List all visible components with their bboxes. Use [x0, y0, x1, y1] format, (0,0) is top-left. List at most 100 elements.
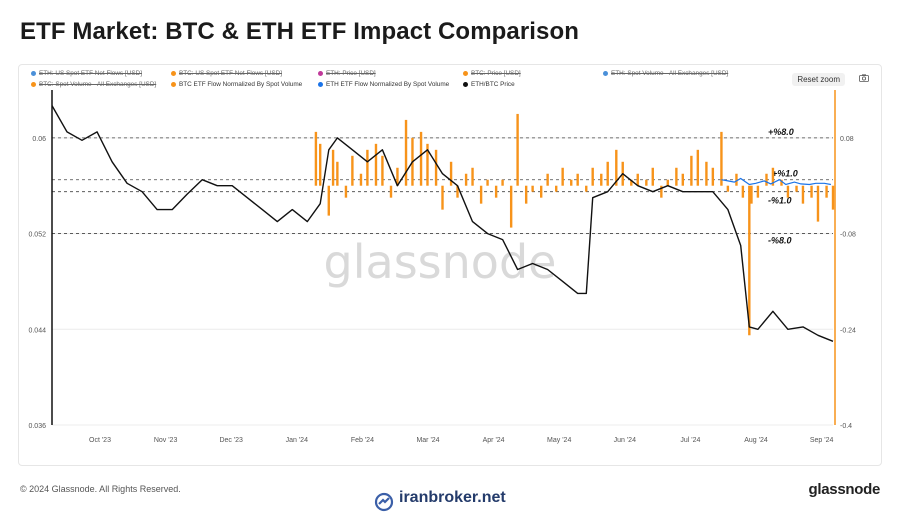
reset-zoom-button[interactable]: Reset zoom	[792, 73, 845, 86]
legend-item-btc-net-flows[interactable]: BTC: US Spot ETF Net Flows [USD]	[171, 70, 282, 77]
btc-flow-bar	[531, 185, 534, 192]
btc-flow-bar	[741, 185, 745, 198]
x-tick-label: Sep '24	[810, 437, 834, 444]
btc-flow-bar	[344, 185, 348, 198]
btc-flow-bar	[831, 185, 835, 210]
legend-item-eth-btc-price[interactable]: ETH/BTC Price	[463, 81, 515, 88]
legend-item-eth-spot-volume[interactable]: ETH: Spot Volume - All Exchanges [USD]	[603, 70, 728, 77]
btc-flow-bar	[810, 185, 813, 198]
btc-flow-bar	[748, 185, 751, 336]
legend-label: ETH: US Spot ETF Net Flows [USD]	[39, 70, 142, 77]
legend-item-btc-price[interactable]: BTC: Price [USD]	[463, 70, 521, 77]
footer-watermark-site: iranbroker.net	[399, 489, 506, 506]
threshold-label: -%1.0	[768, 196, 792, 206]
x-tick-label: Dec '23	[219, 437, 243, 444]
btc-flow-bar	[705, 161, 708, 186]
btc-flow-bar	[404, 119, 408, 186]
btc-flow-bar	[606, 161, 609, 186]
btc-flow-bar	[825, 185, 828, 198]
x-tick-label: Jan '24	[286, 437, 308, 444]
legend-color-dot	[603, 70, 608, 76]
legend-color-dot	[31, 81, 36, 87]
x-tick-label: Feb '24	[351, 437, 374, 444]
y-left-tick-label: 0.06	[32, 136, 46, 143]
btc-flow-bar	[696, 149, 700, 186]
iranbroker-logo-icon	[374, 492, 394, 512]
btc-flow-bar	[546, 173, 549, 186]
btc-flow-bar	[389, 185, 393, 198]
legend-color-dot	[318, 81, 323, 87]
legend-row-2: BTC: Spot Volume - All Exchanges [USD] B…	[31, 81, 791, 92]
y-right-tick-label: -0.4	[840, 423, 852, 430]
btc-flow-bar	[756, 185, 760, 198]
threshold-label: +%8.0	[768, 127, 794, 137]
x-tick-label: Oct '23	[89, 437, 111, 444]
legend-item-eth-price[interactable]: ETH: Price [USD]	[318, 70, 376, 77]
btc-flow-bar	[464, 173, 468, 186]
x-tick-label: Apr '24	[483, 437, 505, 444]
legend-label: ETH: Spot Volume - All Exchanges [USD]	[611, 70, 729, 77]
btc-flow-bar	[651, 167, 654, 186]
btc-flow-bar	[750, 185, 753, 204]
footer-brand: glassnode	[808, 481, 881, 498]
chart-panel: ETH: US Spot ETF Net Flows [USD] BTC: US…	[18, 64, 882, 466]
legend-label: BTC: US Spot ETF Net Flows [USD]	[179, 70, 282, 77]
x-tick-label: Jun '24	[614, 437, 636, 444]
legend-color-dot	[171, 70, 176, 76]
btc-flow-bar	[449, 161, 453, 186]
btc-flow-bar	[441, 185, 444, 210]
btc-flow-bar	[327, 185, 330, 216]
btc-flow-bar	[681, 173, 685, 186]
btc-flow-bar	[615, 149, 618, 186]
btc-flow-bar	[494, 185, 498, 198]
btc-flow-bar	[561, 167, 564, 186]
btc-flow-bar	[501, 179, 504, 186]
btc-flow-bar	[314, 131, 318, 186]
legend-color-dot	[31, 70, 36, 76]
btc-flow-bar	[630, 179, 633, 186]
legend-label: BTC: Spot Volume - All Exchanges [USD]	[39, 81, 157, 88]
btc-flow-bar	[509, 185, 513, 228]
eth-flow-line	[721, 177, 832, 186]
y-right-tick-label: -0.08	[840, 232, 856, 239]
btc-flow-bar	[591, 167, 594, 186]
btc-flow-bar	[419, 131, 423, 186]
legend-color-dot	[463, 81, 468, 87]
legend-label: ETH/BTC Price	[471, 81, 515, 88]
glassnode-watermark: glassnode	[324, 235, 557, 289]
btc-flow-bar	[456, 185, 459, 198]
btc-flow-bar	[816, 185, 820, 222]
x-tick-label: Nov '23	[154, 437, 178, 444]
legend-color-dot	[318, 70, 323, 76]
y-right-tick-label: 0.08	[840, 136, 854, 143]
btc-flow-bar	[516, 113, 519, 186]
btc-flow-bar	[726, 185, 730, 192]
btc-flow-bar	[555, 185, 558, 192]
btc-flow-bar	[381, 155, 384, 186]
legend-label: BTC ETF Flow Normalized By Spot Volume	[179, 81, 303, 88]
btc-flow-bar	[735, 173, 738, 186]
camera-icon[interactable]	[859, 74, 869, 82]
btc-flow-bar	[434, 149, 438, 186]
y-left-tick-label: 0.052	[28, 232, 46, 239]
legend-item-eth-etf-normalized[interactable]: ETH ETF Flow Normalized By Spot Volume	[318, 81, 449, 88]
btc-flow-bar	[539, 185, 543, 198]
legend-label: BTC: Price [USD]	[471, 70, 521, 77]
legend-item-eth-net-flows[interactable]: ETH: US Spot ETF Net Flows [USD]	[31, 70, 142, 77]
btc-flow-bar	[801, 185, 805, 204]
btc-flow-bar	[771, 167, 775, 186]
y-right-tick-label: -0.24	[840, 327, 856, 334]
legend-item-btc-etf-normalized[interactable]: BTC ETF Flow Normalized By Spot Volume	[171, 81, 302, 88]
chart-legend: ETH: US Spot ETF Net Flows [USD] BTC: US…	[31, 70, 791, 92]
threshold-label: -%8.0	[768, 236, 792, 246]
series-lines	[51, 105, 834, 342]
btc-flow-bar	[486, 179, 489, 186]
btc-flow-bar	[319, 143, 322, 186]
legend-item-btc-spot-volume[interactable]: BTC: Spot Volume - All Exchanges [USD]	[31, 81, 156, 88]
btc-flow-bar	[720, 131, 723, 186]
axis-labels: 0.036 0.044 0.052 0.06 0.08 -0.08 -0.24 -0.4 Oct…	[28, 136, 856, 444]
legend-color-dot	[171, 81, 176, 87]
btc-flow-bar	[765, 173, 768, 186]
btc-flow-bars	[314, 113, 835, 336]
